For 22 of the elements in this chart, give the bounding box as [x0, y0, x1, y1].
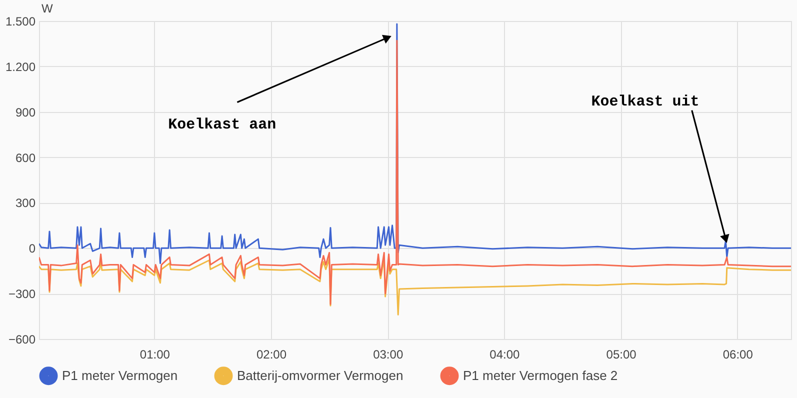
annotation: Koelkast aan [168, 116, 276, 134]
x-tick-label: 05:00 [606, 348, 637, 362]
legend-label: P1 meter Vermogen fase 2 [463, 368, 618, 383]
y-tick-label: 600 [15, 150, 36, 165]
x-tick-label: 02:00 [256, 348, 287, 362]
legend-label: P1 meter Vermogen [62, 368, 178, 383]
y-tick-label: −300 [8, 287, 36, 302]
line-series [39, 40, 791, 305]
annotation: Koelkast uit [591, 94, 700, 111]
y-tick-label: 300 [15, 196, 36, 210]
y-tick-label: −600 [8, 332, 36, 346]
y-axis-title: W [42, 2, 54, 16]
line-series [39, 258, 791, 316]
y-tick-label: 900 [15, 105, 36, 120]
x-tick-label: 04:00 [490, 348, 520, 362]
legend-label: Batterij-omvormer Vermogen [237, 368, 404, 383]
y-tick-label: 1.500 [5, 14, 36, 28]
y-tick-label: 0 [28, 242, 36, 256]
y-tick-label: 1.200 [5, 60, 36, 74]
x-tick-label: 01:00 [140, 348, 170, 362]
x-tick-label: 03:00 [373, 348, 404, 362]
x-tick-label: 06:00 [722, 348, 754, 362]
